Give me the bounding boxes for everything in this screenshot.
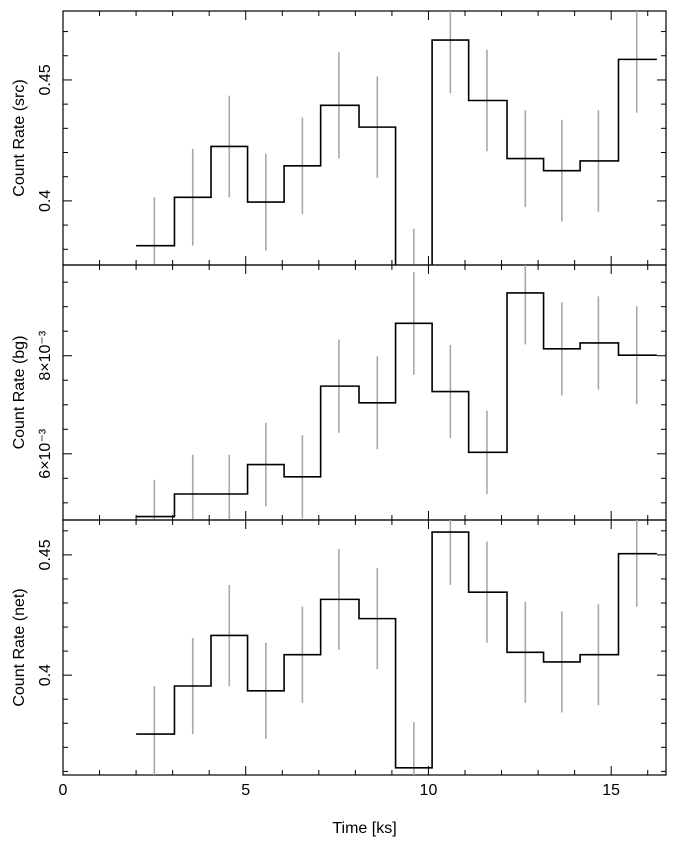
y-axis-label-src: Count Rate (src)	[11, 79, 28, 196]
step-series-net	[136, 531, 657, 769]
y-tick-label: 8×10⁻³	[37, 330, 54, 380]
x-axis-label: Time [ks]	[332, 820, 396, 837]
y-tick-label: 6×10⁻³	[37, 428, 54, 478]
panel-net: 0.4 0.45 0 5 10 15	[37, 519, 667, 799]
x-tick-label: 5	[241, 782, 250, 799]
step-series-bg	[136, 292, 657, 518]
x-tick-label: 10	[420, 782, 438, 799]
y-tick-label: 0.4	[37, 190, 54, 212]
step-series-src	[136, 39, 657, 265]
y-tick-label: 0.45	[37, 539, 54, 570]
y-tick-label: 0.45	[37, 64, 54, 95]
plot-frame-bg	[62, 264, 667, 521]
y-axis-label-net: Count Rate (net)	[11, 588, 28, 706]
x-tick-label: 15	[602, 782, 620, 799]
x-tick-label: 0	[59, 782, 68, 799]
plot-frame-net	[62, 519, 667, 776]
panel-src: 0.4 0.45	[37, 10, 667, 266]
y-axis-label-bg: Count Rate (bg)	[11, 336, 28, 450]
panel-bg: 6×10⁻³ 8×10⁻³	[37, 264, 667, 521]
plot-frame-src	[62, 10, 667, 266]
y-tick-label: 0.4	[37, 664, 54, 686]
